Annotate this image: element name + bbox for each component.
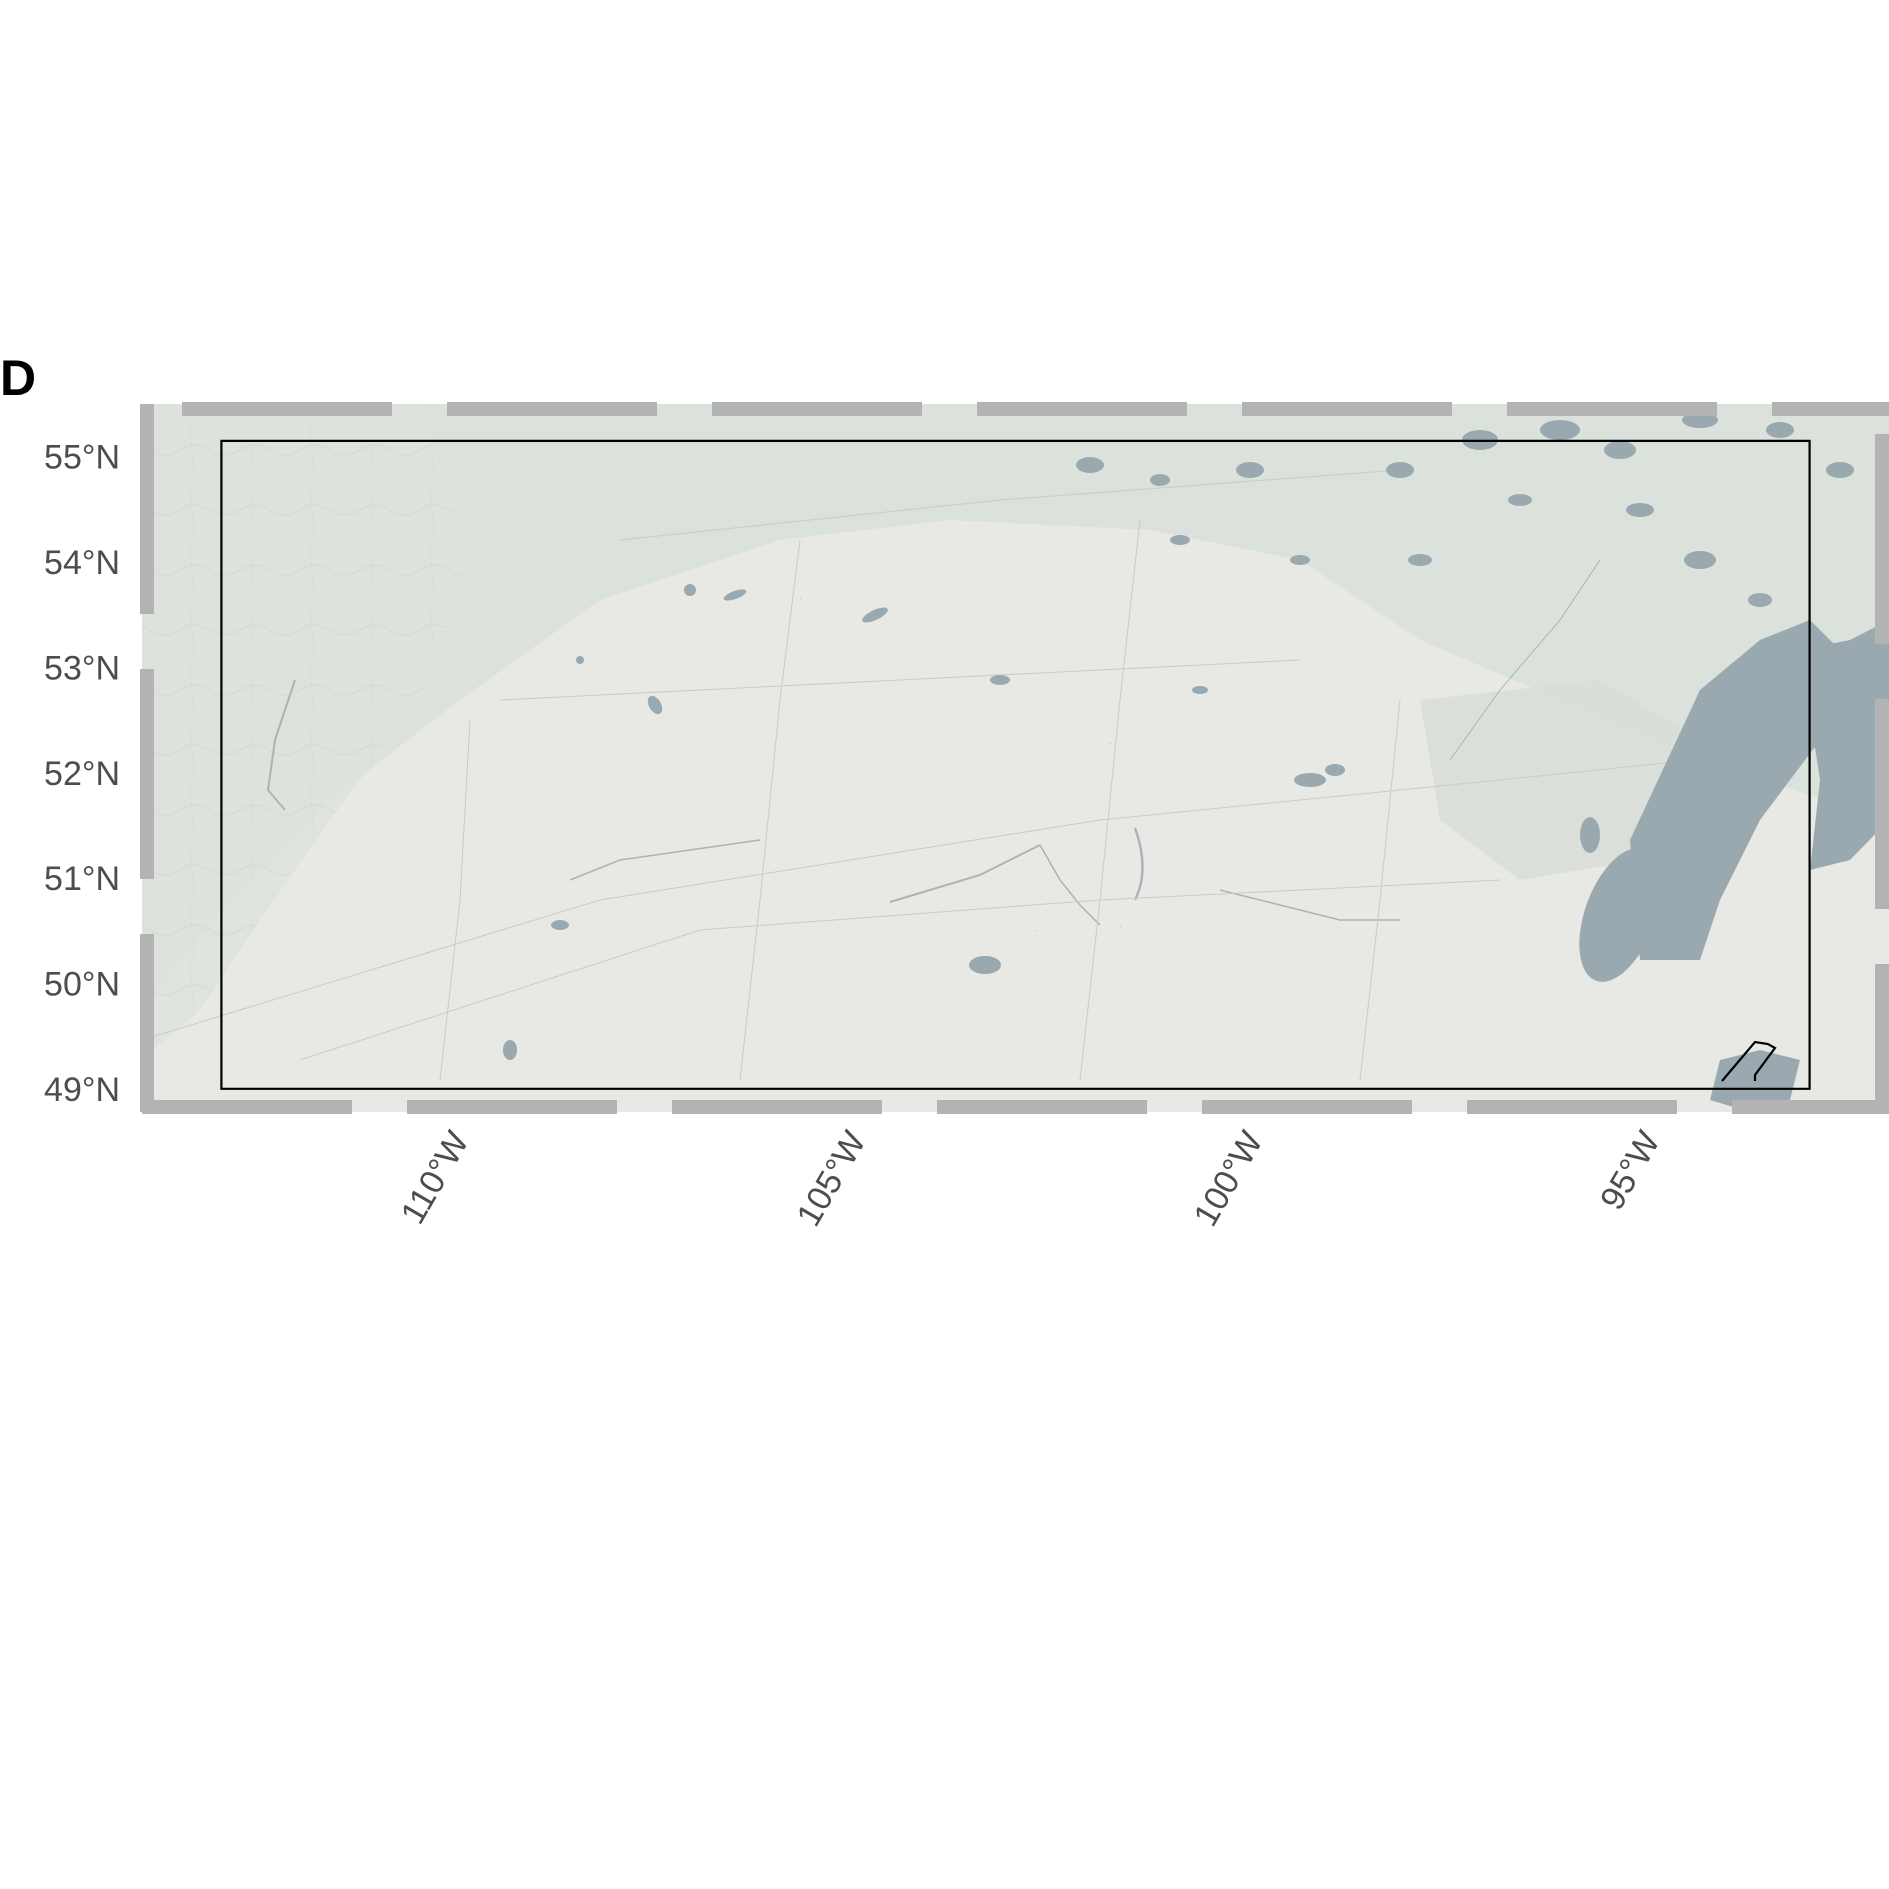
longitude-axis: 110°W 105°W 100°W 95°W: [394, 1125, 1668, 1233]
latitude-axis: 55°N 54°N 53°N 52°N 51°N 50°N 49°N: [44, 439, 120, 1109]
lake-of-the-woods-notch: [1721, 1040, 1777, 1082]
svg-text:·: ·: [1120, 924, 1122, 930]
forest-patch-east: [1420, 680, 1700, 880]
study-area-outline: [220, 439, 1811, 1090]
svg-text:·: ·: [1035, 928, 1037, 934]
latitude-tick-label: 53°N: [44, 649, 120, 687]
longitude-tick-label: 110°W: [394, 1125, 477, 1231]
longitude-tick-label: 95°W: [1593, 1125, 1668, 1216]
longitude-tick-label: 105°W: [789, 1125, 873, 1233]
latitude-tick-label: 49°N: [44, 1071, 120, 1109]
panel-label: D: [0, 350, 36, 406]
svg-text:·: ·: [800, 596, 802, 602]
latitude-tick-label: 52°N: [44, 755, 120, 793]
latitude-tick-label: 55°N: [44, 439, 120, 477]
latitude-tick-label: 51°N: [44, 860, 120, 898]
latitude-tick-label: 50°N: [44, 965, 120, 1003]
roads: [142, 469, 1889, 1081]
lakes: [503, 412, 1889, 1112]
map-frame: [140, 402, 1889, 1114]
svg-text:·: ·: [1110, 741, 1112, 747]
basemap: · · · ·: [142, 404, 1889, 1112]
forest-region: [142, 404, 1889, 1010]
place-labels: · · · ·: [800, 596, 1122, 934]
latitude-tick-label: 54°N: [44, 544, 120, 582]
rivers: [266, 559, 1601, 926]
mountain-region: [142, 404, 470, 1060]
longitude-tick-label: 100°W: [1187, 1125, 1271, 1233]
